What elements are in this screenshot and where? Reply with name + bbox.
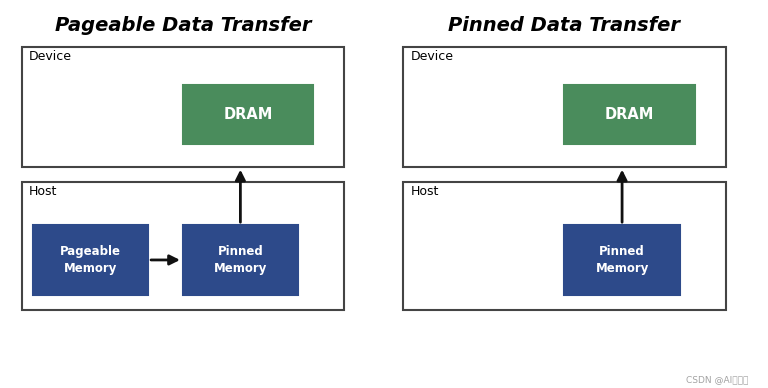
Text: Device: Device: [411, 50, 454, 63]
Text: Pageable Data Transfer: Pageable Data Transfer: [55, 16, 311, 35]
Text: Host: Host: [411, 185, 439, 199]
FancyBboxPatch shape: [564, 85, 695, 144]
FancyBboxPatch shape: [22, 47, 344, 167]
FancyBboxPatch shape: [33, 225, 148, 295]
FancyBboxPatch shape: [564, 225, 680, 295]
Text: Pageable
Memory: Pageable Memory: [60, 245, 121, 275]
Text: Host: Host: [29, 185, 58, 199]
FancyBboxPatch shape: [403, 47, 726, 167]
Text: CSDN @AI新视果: CSDN @AI新视果: [687, 375, 749, 384]
Text: Device: Device: [29, 50, 72, 63]
Text: Pinned
Memory: Pinned Memory: [595, 245, 649, 275]
FancyBboxPatch shape: [403, 182, 726, 310]
Text: DRAM: DRAM: [223, 107, 273, 122]
FancyBboxPatch shape: [22, 182, 344, 310]
FancyBboxPatch shape: [183, 225, 298, 295]
FancyBboxPatch shape: [183, 85, 313, 144]
Text: Pinned
Memory: Pinned Memory: [214, 245, 267, 275]
Text: Pinned Data Transfer: Pinned Data Transfer: [449, 16, 680, 35]
Text: DRAM: DRAM: [605, 107, 654, 122]
